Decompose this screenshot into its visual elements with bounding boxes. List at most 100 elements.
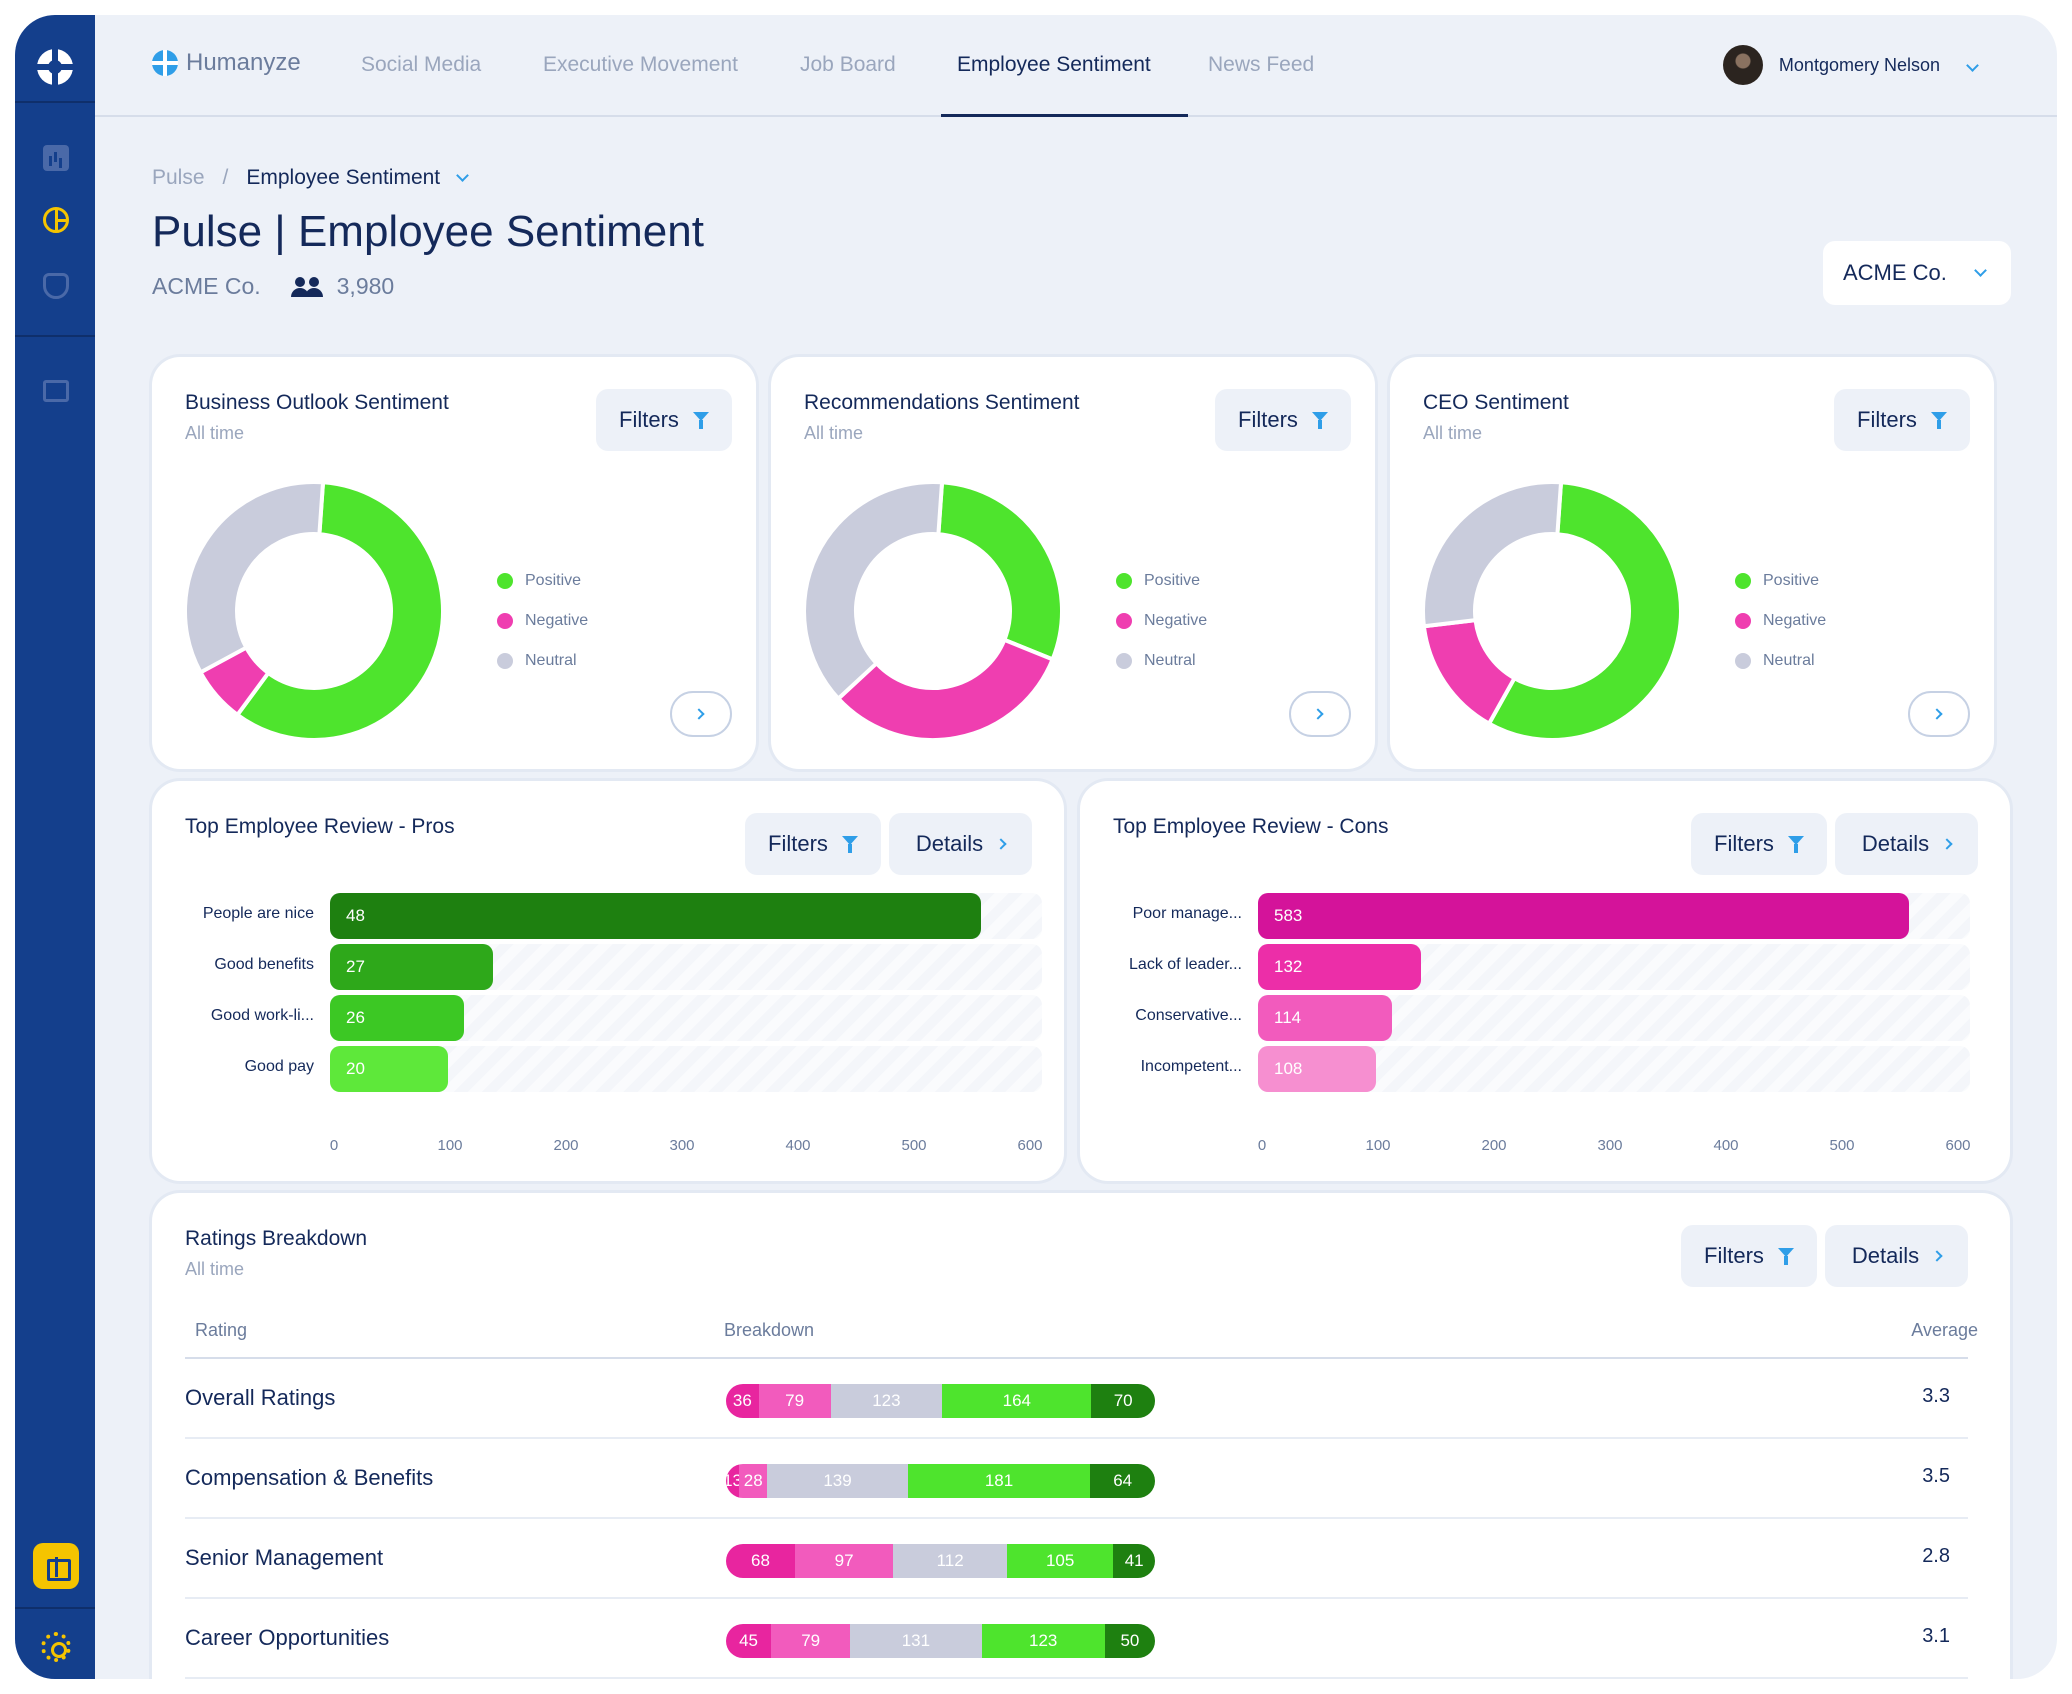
legend-item: Positive [1735, 561, 1826, 601]
bar-row: Conservative... 114 [1135, 995, 1970, 1041]
table-row[interactable]: Career Opportunities 45 79 131 123 50 3.1 [185, 1599, 1968, 1679]
tab-employee-sentiment[interactable]: Employee Sentiment [957, 53, 1151, 76]
bar[interactable]: 27 [330, 944, 493, 990]
breakdown-segment[interactable]: 131 [850, 1624, 982, 1658]
donut-slice-positive[interactable] [1486, 481, 1682, 741]
table-row[interactable]: Overall Ratings 36 79 123 164 70 3.3 [185, 1359, 1968, 1439]
tab-executive-movement[interactable]: Executive Movement [543, 53, 738, 76]
breakdown-segment[interactable]: 97 [794, 1544, 894, 1578]
bar[interactable]: 20 [330, 1046, 448, 1092]
filters-button[interactable]: Filters [1691, 813, 1827, 875]
breakdown-segment[interactable]: 123 [981, 1624, 1105, 1658]
card-title: Ratings Breakdown [185, 1227, 368, 1250]
segment-value: 112 [936, 1551, 964, 1570]
bar[interactable]: 26 [330, 995, 464, 1041]
bar[interactable]: 132 [1258, 944, 1421, 990]
humanyze-logo-icon[interactable] [37, 49, 73, 85]
breadcrumb-current[interactable]: Employee Sentiment [246, 166, 441, 189]
bar-label: Poor manage... [1132, 905, 1242, 922]
breakdown-segment[interactable]: 68 [726, 1544, 795, 1578]
details-button[interactable]: Details [1835, 813, 1978, 875]
bar[interactable]: 583 [1258, 893, 1909, 939]
card-title: Recommendations Sentiment [804, 391, 1080, 414]
breakdown-segment[interactable]: 36 [726, 1384, 759, 1418]
breadcrumb-root[interactable]: Pulse [152, 166, 205, 189]
next-button[interactable] [670, 691, 732, 737]
filters-button[interactable]: Filters [1681, 1225, 1817, 1287]
bar-row: Good benefits 27 [214, 944, 1042, 990]
chevron-down-icon[interactable] [456, 169, 470, 182]
x-tick-label: 600 [1945, 1137, 1971, 1154]
breakdown-segment[interactable]: 181 [907, 1464, 1091, 1498]
bar-row: Poor manage... 583 [1133, 893, 1970, 939]
bar[interactable]: 114 [1258, 995, 1392, 1041]
donut-slice-neutral[interactable] [184, 481, 326, 676]
bar-track [330, 1046, 1042, 1092]
donut-slice-neutral[interactable] [1422, 481, 1564, 629]
gift-icon[interactable] [33, 1543, 79, 1589]
legend-dot [497, 653, 513, 669]
details-button[interactable]: Details [1825, 1225, 1968, 1287]
bar[interactable]: 108 [1258, 1046, 1376, 1092]
breakdown-segment[interactable]: 64 [1090, 1464, 1155, 1498]
breakdown-segment[interactable]: 28 [739, 1464, 768, 1498]
breakdown-segment[interactable]: 45 [726, 1624, 772, 1658]
donut-chart [1422, 481, 1682, 741]
gear-icon[interactable] [41, 1632, 71, 1662]
legend-label: Positive [1144, 572, 1201, 589]
bar-chart-icon[interactable] [43, 145, 69, 171]
rating-average: 2.8 [1922, 1545, 1950, 1567]
tab-news-feed[interactable]: News Feed [1208, 53, 1315, 76]
donut-slice-positive[interactable] [234, 481, 444, 741]
pie-chart-icon[interactable] [43, 207, 69, 233]
breakdown-segment[interactable]: 41 [1113, 1544, 1155, 1578]
next-button[interactable] [1908, 691, 1970, 737]
segment-value: 105 [1045, 1551, 1075, 1570]
breakdown-segment[interactable]: 79 [771, 1624, 851, 1658]
breakdown-segment[interactable]: 105 [1006, 1544, 1114, 1578]
table-row[interactable]: Senior Management 68 97 112 105 41 2.8 [185, 1519, 1968, 1599]
filters-button[interactable]: Filters [745, 813, 881, 875]
rating-breakdown-bar: 36 79 123 164 70 [726, 1384, 1155, 1418]
details-button[interactable]: Details [889, 813, 1032, 875]
sentiment-card: Recommendations Sentiment All time Filters… [771, 357, 1375, 769]
tab-job-board[interactable]: Job Board [800, 53, 896, 76]
segment-value: 68 [751, 1551, 770, 1570]
user-name: Montgomery Nelson [1778, 54, 1940, 75]
donut-slice-neutral[interactable] [803, 481, 945, 702]
chevron-down-icon [1974, 264, 1987, 277]
shield-icon[interactable] [43, 273, 69, 299]
bar[interactable]: 48 [330, 893, 981, 939]
breakdown-segment[interactable]: 123 [830, 1384, 943, 1418]
user-menu[interactable]: Montgomery Nelson [1722, 45, 1979, 85]
filters-button[interactable]: Filters [1834, 389, 1970, 451]
filters-button[interactable]: Filters [596, 389, 732, 451]
segment-value: 13 [726, 1471, 743, 1490]
card-title: Top Employee Review - Cons [1113, 815, 1389, 838]
app-frame: Humanyze Social Media Executive Movement… [15, 15, 2057, 1679]
brand[interactable]: Humanyze [152, 49, 301, 77]
donut-slice-negative[interactable] [835, 637, 1056, 741]
company-name: ACME Co. [152, 273, 261, 299]
next-button[interactable] [1289, 691, 1351, 737]
breakdown-segment[interactable]: 164 [942, 1384, 1092, 1418]
bar-value: 132 [1274, 957, 1303, 976]
breakdown-segment[interactable]: 70 [1091, 1384, 1155, 1418]
breakdown-segment[interactable]: 13 [726, 1464, 743, 1498]
table-row[interactable]: Compensation & Benefits 13 28 139 181 64 3.5 [185, 1439, 1968, 1519]
breadcrumb: Pulse / Employee Sentiment [152, 166, 470, 190]
segment-value: 45 [739, 1631, 758, 1650]
page-subtitle: ACME Co. 3,980 [152, 273, 394, 300]
legend-item: Negative [1116, 601, 1207, 641]
legend-label: Positive [1763, 572, 1820, 589]
tab-social-media[interactable]: Social Media [361, 53, 482, 76]
folder-icon[interactable] [43, 380, 69, 402]
company-select[interactable]: ACME Co. [1823, 241, 2011, 305]
breakdown-segment[interactable]: 79 [758, 1384, 831, 1418]
filters-button[interactable]: Filters [1215, 389, 1351, 451]
details-label: Details [1861, 831, 1930, 856]
breakdown-segment[interactable]: 139 [767, 1464, 908, 1498]
donut-slice-positive[interactable] [936, 481, 1063, 662]
breakdown-segment[interactable]: 50 [1104, 1624, 1155, 1658]
breakdown-segment[interactable]: 112 [893, 1544, 1007, 1578]
